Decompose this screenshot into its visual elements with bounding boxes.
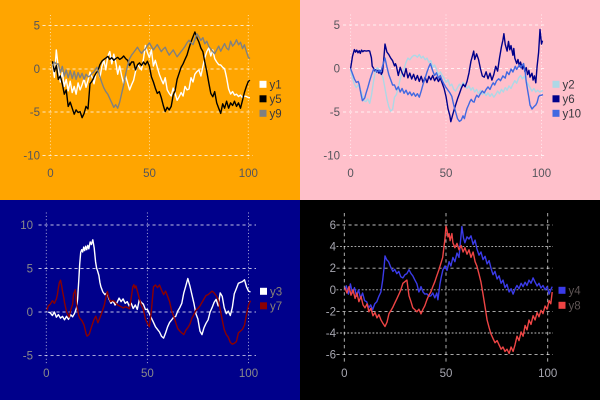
svg-text:5: 5 (27, 264, 33, 276)
svg-text:y8: y8 (569, 300, 581, 312)
svg-text:-4: -4 (326, 328, 337, 340)
svg-text:y2: y2 (563, 79, 575, 91)
svg-text:0: 0 (334, 64, 340, 76)
svg-text:100: 100 (532, 168, 551, 180)
svg-text:0: 0 (330, 285, 336, 297)
svg-text:y1: y1 (270, 79, 282, 91)
svg-text:10: 10 (20, 220, 33, 232)
svg-text:y10: y10 (563, 108, 582, 120)
svg-text:0: 0 (347, 168, 353, 180)
svg-text:6: 6 (330, 220, 336, 232)
svg-text:100: 100 (538, 368, 557, 380)
svg-text:-10: -10 (323, 151, 340, 163)
svg-text:y9: y9 (270, 108, 282, 120)
svg-text:100: 100 (239, 168, 258, 180)
svg-text:0: 0 (34, 64, 40, 76)
svg-text:-6: -6 (326, 350, 336, 362)
svg-text:0: 0 (341, 368, 347, 380)
svg-text:5: 5 (34, 21, 40, 33)
svg-text:100: 100 (239, 368, 258, 380)
svg-text:50: 50 (440, 168, 453, 180)
svg-text:2: 2 (330, 263, 336, 275)
svg-text:50: 50 (143, 168, 156, 180)
svg-text:-5: -5 (330, 107, 340, 119)
svg-text:0: 0 (27, 307, 33, 319)
svg-text:5: 5 (334, 20, 340, 32)
svg-text:y6: y6 (563, 94, 575, 106)
svg-text:0: 0 (47, 168, 53, 180)
svg-text:-5: -5 (30, 107, 40, 119)
svg-text:0: 0 (43, 368, 49, 380)
svg-text:y7: y7 (270, 301, 282, 313)
svg-text:y3: y3 (270, 286, 282, 298)
svg-text:y5: y5 (270, 94, 282, 106)
svg-text:4: 4 (330, 242, 337, 254)
svg-text:-5: -5 (23, 350, 33, 362)
svg-text:50: 50 (440, 368, 453, 380)
svg-text:-10: -10 (23, 151, 40, 163)
svg-text:y4: y4 (569, 285, 582, 297)
svg-text:-2: -2 (326, 306, 336, 318)
svg-text:50: 50 (141, 368, 154, 380)
